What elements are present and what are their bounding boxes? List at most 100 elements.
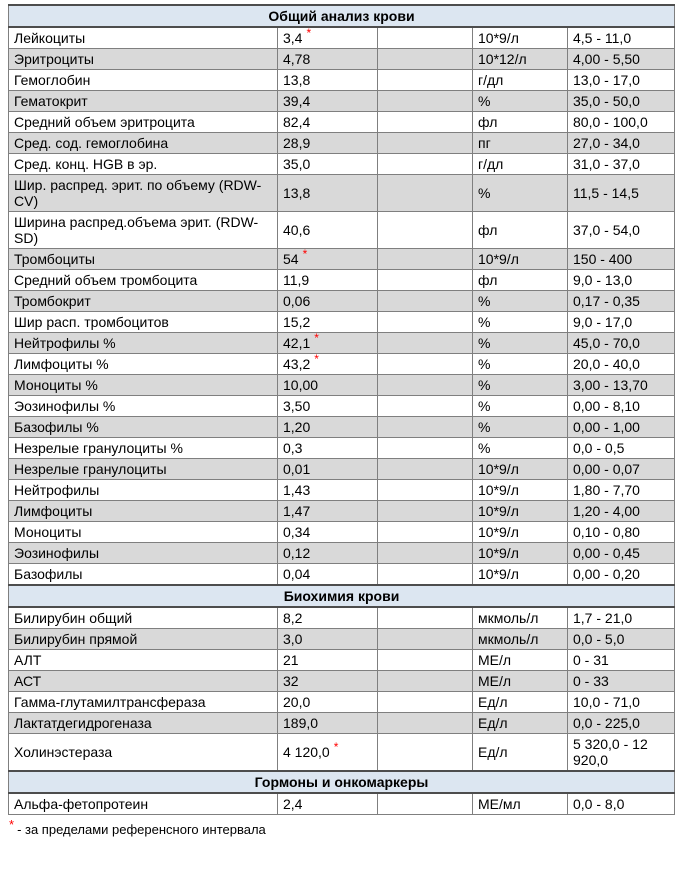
unit-cell: 10*9/л (472, 542, 568, 564)
param-name-cell: АЛТ (8, 649, 278, 671)
value-cell: 40,6 (277, 211, 378, 249)
range-cell: 1,80 - 7,70 (567, 479, 675, 501)
param-name-cell: Средний объем тромбоцита (8, 269, 278, 291)
table-row: АЛТ 21 МЕ/л 0 - 31 (8, 649, 675, 671)
param-name-cell: Нейтрофилы (8, 479, 278, 501)
value-cell: 15,2 (277, 311, 378, 333)
out-of-range-marker: * (302, 247, 308, 262)
unit-cell: % (472, 437, 568, 459)
value-cell: 39,4 (277, 90, 378, 112)
range-cell: 0,00 - 1,00 (567, 416, 675, 438)
table-row: Лактатдегидрогеназа 189,0 Ед/л 0,0 - 225,0 (8, 712, 675, 734)
section-title: Общий анализ крови (8, 4, 675, 28)
table-row: Тромбоциты 54 * 10*9/л 150 - 400 (8, 247, 675, 270)
table-row: Лимфоциты 1,47 10*9/л 1,20 - 4,00 (8, 500, 675, 522)
out-of-range-marker: * (314, 352, 319, 367)
blank-cell (377, 332, 473, 354)
value-cell: 4,78 (277, 48, 378, 70)
blank-cell (377, 48, 473, 70)
range-cell: 1,7 - 21,0 (567, 606, 675, 629)
blank-cell (377, 69, 473, 91)
unit-cell: % (472, 290, 568, 312)
table-row: Эозинофилы % 3,50% 0,00 - 8,10 (8, 395, 675, 417)
table-row: Холинэстераза 4 120,0 * Ед/л 5 320,0 - 12 92… (8, 733, 675, 772)
table-row: Тромбокрит 0,06% 0,17 - 0,35 (8, 290, 675, 312)
table-row: Эритроциты 4,78 10*12/л 4,00 - 5,50 (8, 48, 675, 70)
range-cell: 0,0 - 225,0 (567, 712, 675, 734)
range-cell: 3,00 - 13,70 (567, 374, 675, 396)
footnote: * - за пределами референсного интервала (8, 818, 674, 837)
range-cell: 150 - 400 (567, 248, 675, 270)
param-name-cell: Базофилы (8, 563, 278, 586)
blank-cell (377, 628, 473, 650)
param-name-cell: Билирубин прямой (8, 628, 278, 650)
unit-cell: 10*9/л (472, 479, 568, 501)
table-row: Средний объем тромбоцита 11,9 фл 9,0 - 13,0 (8, 269, 675, 291)
blank-cell (377, 290, 473, 312)
table-row: Ширина распред.объема эрит. (RDW-SD) 40,6… (8, 211, 675, 249)
unit-cell: 10*9/л (472, 563, 568, 586)
param-name-cell: Эозинофилы % (8, 395, 278, 417)
value-cell: 54 * (277, 247, 378, 270)
value-cell: 3,0 (277, 628, 378, 650)
blank-cell (377, 132, 473, 154)
table-row: Гамма-глутамилтрансфераза 20,0 Ед/л 10,0 - … (8, 691, 675, 713)
param-name-cell: Базофилы % (8, 416, 278, 438)
blank-cell (377, 792, 473, 815)
table-row: Базофилы 0,04 10*9/л 0,00 - 0,20 (8, 563, 675, 586)
blank-cell (377, 500, 473, 522)
table-row: Моноциты % 10,00% 3,00 - 13,70 (8, 374, 675, 396)
value-cell: 0,01 (277, 458, 378, 480)
param-name-cell: Эритроциты (8, 48, 278, 70)
blank-cell (377, 542, 473, 564)
blank-cell (377, 395, 473, 417)
section-title: Гормоны и онкомаркеры (8, 770, 675, 794)
range-cell: 20,0 - 40,0 (567, 353, 675, 375)
param-name-cell: Тромбокрит (8, 290, 278, 312)
table-row: Лимфоциты % 43,2 *% 20,0 - 40,0 (8, 352, 675, 375)
range-cell: 1,20 - 4,00 (567, 500, 675, 522)
param-name-cell: Моноциты (8, 521, 278, 543)
param-name-cell: Билирубин общий (8, 606, 278, 629)
value-cell: 0,12 (277, 542, 378, 564)
unit-cell: 10*9/л (472, 500, 568, 522)
blank-cell (377, 248, 473, 270)
value-cell: 1,47 (277, 500, 378, 522)
table-row: Базофилы % 1,20% 0,00 - 1,00 (8, 416, 675, 438)
table-row: Нейтрофилы 1,43 10*9/л 1,80 - 7,70 (8, 479, 675, 501)
param-name-cell: Средний объем эритроцита (8, 111, 278, 133)
range-cell: 0,10 - 0,80 (567, 521, 675, 543)
range-cell: 5 320,0 - 12 920,0 (567, 733, 675, 772)
unit-cell: % (472, 90, 568, 112)
table-row: Билирубин общий 8,2 мкмоль/л 1,7 - 21,0 (8, 606, 675, 629)
range-cell: 0,0 - 5,0 (567, 628, 675, 650)
table-row: Незрелые гранулоциты % 0,3% 0,0 - 0,5 (8, 437, 675, 459)
range-cell: 0,17 - 0,35 (567, 290, 675, 312)
value-cell: 8,2 (277, 606, 378, 629)
blank-cell (377, 90, 473, 112)
unit-cell: Ед/л (472, 712, 568, 734)
value-cell: 0,34 (277, 521, 378, 543)
value-cell: 0,06 (277, 290, 378, 312)
blank-cell (377, 691, 473, 713)
section-header-row: Общий анализ крови (8, 4, 675, 28)
unit-cell: 10*9/л (472, 521, 568, 543)
value-cell: 4 120,0 * (277, 733, 378, 772)
range-cell: 35,0 - 50,0 (567, 90, 675, 112)
value-cell: 35,0 (277, 153, 378, 175)
blank-cell (377, 563, 473, 586)
blank-cell (377, 521, 473, 543)
blank-cell (377, 26, 473, 49)
unit-cell: фл (472, 269, 568, 291)
out-of-range-marker: * (314, 331, 319, 346)
range-cell: 37,0 - 54,0 (567, 211, 675, 249)
unit-cell: % (472, 374, 568, 396)
table-row: Шир расп. тромбоцитов 15,2% 9,0 - 17,0 (8, 311, 675, 333)
blank-cell (377, 733, 473, 772)
value-cell: 13,8 (277, 174, 378, 212)
unit-cell: % (472, 332, 568, 354)
value-cell: 11,9 (277, 269, 378, 291)
table-row: Незрелые гранулоциты 0,01 10*9/л 0,00 - 0,0… (8, 458, 675, 480)
lab-results-body: Общий анализ крови Лейкоциты 3,4 * 10*9/л 4,5… (8, 4, 675, 815)
unit-cell: Ед/л (472, 691, 568, 713)
